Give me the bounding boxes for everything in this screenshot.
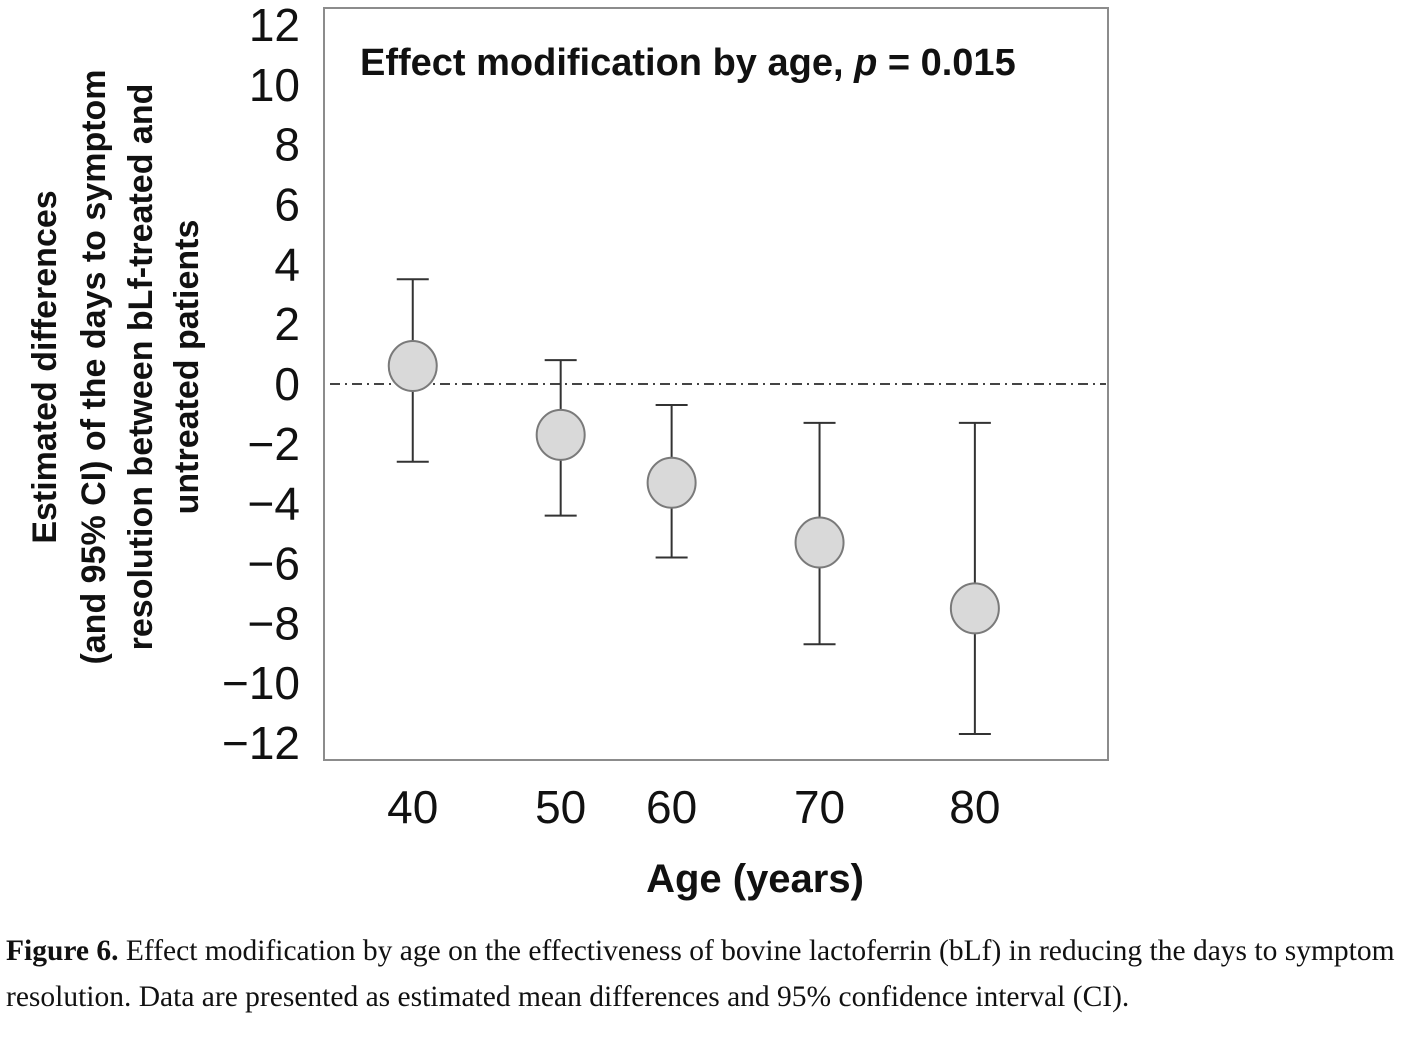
y-tick-label: −4: [248, 478, 300, 530]
y-tick-label: −8: [248, 597, 300, 649]
y-axis-title-line: untreated patients: [168, 220, 206, 515]
data-marks: [387, 278, 1000, 736]
plot-frame: [323, 7, 1109, 761]
y-tick-label: 0: [274, 358, 300, 410]
caption-text: Effect modification by age on the effect…: [6, 935, 1395, 1013]
y-tick-label: 4: [274, 238, 300, 290]
y-tick-label: −10: [222, 657, 300, 709]
data-point: [794, 516, 845, 569]
y-axis-title: Estimated differences (and 95% CI) of the…: [26, 69, 206, 664]
y-axis-ticks: 12 10 8 6 4 2 0 −2 −4 −6 −8 −10 −12: [222, 0, 300, 769]
plot-title: Effect modification by age, p = 0.015: [360, 42, 1016, 84]
x-axis-title: Age (years): [646, 857, 864, 901]
y-axis-title-line: resolution between bLf-treated and: [122, 84, 160, 651]
y-tick-label: 12: [249, 0, 300, 51]
y-axis-title-line: Estimated differences: [26, 190, 64, 543]
plot-title-p: p: [853, 42, 877, 84]
x-axis-ticks: 40 50 60 70 80: [387, 781, 1000, 833]
data-point: [535, 408, 586, 461]
data-point: [949, 582, 1000, 635]
y-tick-label: 2: [274, 298, 300, 350]
plot-title-suffix: = 0.015: [877, 42, 1015, 84]
y-tick-label: −6: [248, 538, 300, 590]
x-tick-label: 80: [949, 781, 1000, 833]
y-tick-label: 6: [274, 179, 300, 231]
x-tick-label: 70: [794, 781, 845, 833]
chart: Effect modification by age, p = 0.015 Es…: [26, 0, 1109, 901]
data-point: [387, 340, 438, 393]
plot-title-prefix: Effect modification by age,: [360, 42, 854, 84]
y-tick-label: −12: [222, 717, 300, 769]
x-tick-label: 60: [646, 781, 697, 833]
figure-caption: Figure 6. Effect modification by age on …: [6, 928, 1398, 1020]
y-tick-label: 8: [274, 119, 300, 171]
y-tick-label: 10: [249, 59, 300, 111]
x-tick-label: 50: [535, 781, 586, 833]
y-axis-title-line: (and 95% CI) of the days to symptom: [75, 69, 113, 664]
caption-label: Figure 6.: [6, 935, 119, 967]
x-tick-label: 40: [387, 781, 438, 833]
y-tick-label: −2: [248, 418, 300, 470]
data-point: [646, 456, 697, 509]
